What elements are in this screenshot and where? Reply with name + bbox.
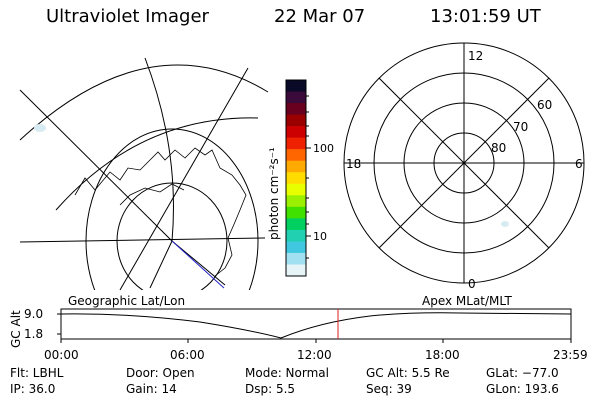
latitude-arc-middle (55, 117, 259, 211)
colorbar-stripe (286, 252, 306, 265)
glat-info: GLat: −77.0 (486, 366, 559, 380)
colorbar-stripe (286, 91, 306, 104)
colorbar-stripe (286, 80, 306, 93)
colorbar-tick-10: 10 (313, 230, 327, 243)
date-label: 22 Mar 07 (274, 6, 366, 27)
colorbar-stripe (286, 160, 306, 173)
colorbar-stripe (286, 218, 306, 231)
x-tick-2359: 23:59 (553, 348, 588, 362)
latitude-circle-core (116, 182, 228, 290)
gain-info: Gain: 14 (126, 382, 177, 396)
coastline-outline (74, 147, 247, 277)
meridian-curve-1 (144, 57, 174, 242)
gc-alt-curve (60, 312, 572, 339)
door-info: Door: Open (126, 366, 195, 380)
mode-info: Mode: Normal (245, 366, 329, 380)
dsp-info: Dsp: 5.5 (245, 382, 296, 396)
colorbar-stripe (286, 149, 306, 162)
colorbar-unit-label: photon cm⁻²s⁻¹ (267, 147, 281, 240)
coastline-inner (119, 183, 185, 206)
latitude-arc-outer (19, 64, 269, 141)
colorbar-stripe (286, 264, 306, 277)
gc-alt-axis-label: GC Alt (9, 310, 23, 348)
lat-label-70: 70 (513, 120, 528, 134)
gc-alt-info: GC Alt: 5.5 Re (366, 366, 450, 380)
lat-label-80: 80 (491, 141, 506, 155)
time-label: 13:01:59 UT (430, 6, 541, 27)
seq-info: Seq: 39 (366, 382, 412, 396)
colorbar-stripe (286, 229, 306, 242)
x-tick-0000: 00:00 (44, 348, 79, 362)
colorbar-stripe (286, 183, 306, 196)
meridian-diagonal-2 (119, 67, 249, 291)
y-tick-9: 9.0 (24, 307, 43, 321)
colorbar-stripe (286, 137, 306, 150)
polar-plot-label: Apex MLat/MLT (422, 294, 512, 308)
x-tick-0600: 06:00 (170, 348, 205, 362)
colorbar-stripe (286, 206, 306, 219)
colorbar-stripe (286, 103, 306, 116)
mlt-label-12: 12 (468, 49, 483, 63)
polar-faint-patch (501, 221, 509, 227)
colorbar-stripe (286, 195, 306, 208)
meridian-horizontal (19, 237, 266, 243)
mlt-label-18: 18 (346, 157, 361, 171)
instrument-title: Ultraviolet Imager (46, 6, 209, 27)
geo-map-label: Geographic Lat/Lon (68, 294, 185, 308)
meridian-diagonal-4 (149, 240, 173, 289)
ip-info: IP: 36.0 (10, 382, 56, 396)
colorbar-stripe (286, 126, 306, 139)
colorbar-stripe (286, 114, 306, 127)
filter-info: Flt: LBHL (10, 366, 64, 380)
lat-label-60: 60 (537, 98, 552, 112)
mlt-label-6: 6 (575, 157, 583, 171)
colorbar-stripe (286, 172, 306, 185)
faint-emission-patch (34, 124, 46, 132)
meridian-diagonal-1 (19, 89, 173, 242)
polar-diagonal-2 (378, 77, 550, 249)
y-tick-1-8: 1.8 (24, 327, 43, 341)
colorbar-tick-100: 100 (313, 142, 334, 155)
x-tick-1200: 12:00 (297, 348, 332, 362)
mlt-label-0: 0 (468, 277, 476, 291)
noon-meridian-line (171, 240, 225, 289)
glon-info: GLon: 193.6 (486, 382, 559, 396)
x-tick-1800: 18:00 (425, 348, 460, 362)
colorbar-stripe (286, 241, 306, 254)
